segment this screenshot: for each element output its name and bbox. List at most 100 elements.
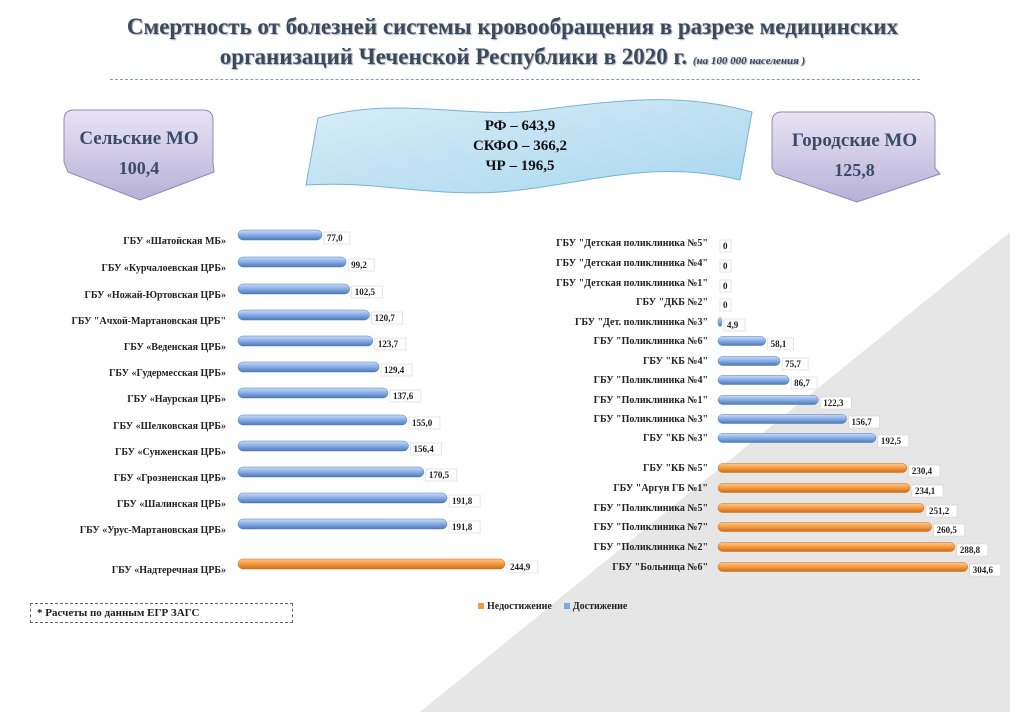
data-label: 0 <box>723 241 728 251</box>
rural-arrow-shape <box>63 109 215 201</box>
title-divider <box>110 79 920 80</box>
data-label-box <box>448 520 481 534</box>
category-label: ГБУ "Поликлиника №5" <box>594 503 708 514</box>
bar <box>717 356 781 366</box>
category-label: ГБУ "Больница №6" <box>612 562 708 573</box>
legend: Недостижение Достижение <box>478 601 627 612</box>
category-label: ГБУ «Сунженская ЦРБ» <box>115 447 226 458</box>
data-label-box <box>911 484 944 498</box>
category-label: ГБУ «Грозненская ЦРБ» <box>114 473 226 484</box>
category-label: ГБУ "Ачхой-Мартановская ЦРБ" <box>71 316 226 327</box>
data-label: 230,4 <box>912 466 933 476</box>
category-label: ГБУ «Урус-Мартановская ЦРБ» <box>80 525 226 536</box>
category-label: ГБУ "КБ №4" <box>643 356 708 367</box>
data-label-box <box>351 285 383 299</box>
bar <box>237 387 389 399</box>
data-label: 77,0 <box>327 233 343 243</box>
category-label: ГБУ "Детская поликлиника №5" <box>556 238 708 249</box>
data-label: 260,5 <box>937 525 958 535</box>
urban-value: 125,8 <box>834 160 875 180</box>
data-label: 234,1 <box>915 486 936 496</box>
data-label-box <box>719 259 732 273</box>
rural-value: 100,4 <box>118 158 160 178</box>
data-label-box <box>380 363 413 377</box>
data-label-box <box>933 523 965 537</box>
data-label: 137,6 <box>393 391 414 401</box>
data-label: 120,7 <box>375 313 396 323</box>
bar <box>717 463 908 473</box>
reference-values: РФ – 643,9 СКФО – 366,2 ЧР – 196,5 <box>430 116 610 176</box>
data-label: 0 <box>723 300 728 310</box>
category-label: ГБУ «Веденская ЦРБ» <box>124 342 226 353</box>
data-label-box <box>767 337 794 351</box>
urban-arrow-shape <box>771 111 941 203</box>
data-label: 102,5 <box>355 287 376 297</box>
data-label: 86,7 <box>794 378 810 388</box>
data-label-box <box>408 416 441 430</box>
data-label: 122,3 <box>823 398 844 408</box>
data-label: 170,5 <box>429 470 450 480</box>
title-note: (на 100 000 населения ) <box>692 55 806 67</box>
footnote: * Расчеты по данным ЕГР ЗАГС <box>30 603 293 623</box>
category-label: ГБУ «Курчалоевская ЦРБ» <box>101 263 226 274</box>
reference-rf: РФ – 643,9 <box>484 118 556 134</box>
data-label: 191,8 <box>452 496 473 506</box>
title-line-1: Смертность от болезней системы кровообра… <box>126 14 899 39</box>
data-label-box <box>969 563 1002 577</box>
data-label-box <box>323 231 351 245</box>
category-label: ГБУ "Поликлиника №4" <box>594 375 708 386</box>
data-label-box <box>719 279 732 293</box>
category-label: ГБУ "ДКБ №2" <box>636 297 708 308</box>
data-label-box <box>781 357 809 371</box>
bar <box>237 492 448 504</box>
legend-item-not-achieved: Недостижение <box>478 601 552 612</box>
data-label: 191,8 <box>452 522 473 532</box>
rural-summary: Сельские МО 100,4 <box>64 124 214 184</box>
bar <box>237 309 370 321</box>
data-label-box <box>371 311 403 325</box>
legend-label: Достижение <box>572 601 628 612</box>
category-label: ГБУ "Детская поликлиника №4" <box>556 258 708 269</box>
data-label: 156,4 <box>413 444 434 454</box>
data-label-box <box>448 494 481 508</box>
data-label-box <box>908 464 941 478</box>
bar <box>237 229 323 241</box>
bar <box>717 522 932 532</box>
data-label: 99,2 <box>351 260 367 270</box>
legend-swatch-blue <box>563 603 570 609</box>
data-label-box <box>956 543 989 557</box>
bar <box>717 414 847 424</box>
category-label: ГБУ "Дет. поликлиника №3" <box>575 317 708 328</box>
data-label-box <box>790 376 818 390</box>
data-label: 155,0 <box>412 418 433 428</box>
data-label: 75,7 <box>785 359 801 369</box>
data-label-box <box>848 415 880 429</box>
urban-label: Городские МО <box>791 130 918 151</box>
category-label: ГБУ "Поликлиника №2" <box>594 542 708 553</box>
page-title: Смертность от болезней системы кровообра… <box>20 12 1005 76</box>
data-label: 4,9 <box>727 320 739 330</box>
category-label: ГБУ «Гудермесская ЦРБ» <box>109 368 226 379</box>
data-label: 58,1 <box>771 339 787 349</box>
data-label-box <box>820 396 852 410</box>
data-label: 123,7 <box>378 339 399 349</box>
reference-chr: ЧР – 196,5 <box>485 158 555 174</box>
data-label: 304,6 <box>973 565 994 575</box>
category-label: ГБУ "Поликлиника №1" <box>594 395 708 406</box>
data-label: 288,8 <box>960 545 981 555</box>
data-label-box <box>425 468 458 482</box>
bar <box>717 395 819 405</box>
bar <box>237 256 347 268</box>
reference-skfo: СКФО – 366,2 <box>472 138 568 154</box>
bar <box>237 283 350 295</box>
data-label-box <box>506 560 539 574</box>
data-label-box <box>410 442 442 456</box>
data-label: 129,4 <box>384 365 405 375</box>
category-label: ГБУ "КБ №5" <box>643 463 708 474</box>
category-label: ГБУ «Шалинская ЦРБ» <box>117 499 226 510</box>
legend-item-achieved: Достижение <box>563 601 628 612</box>
data-label: 156,7 <box>851 417 872 427</box>
category-label: ГБУ "КБ №3" <box>643 433 708 444</box>
bar <box>717 317 723 327</box>
